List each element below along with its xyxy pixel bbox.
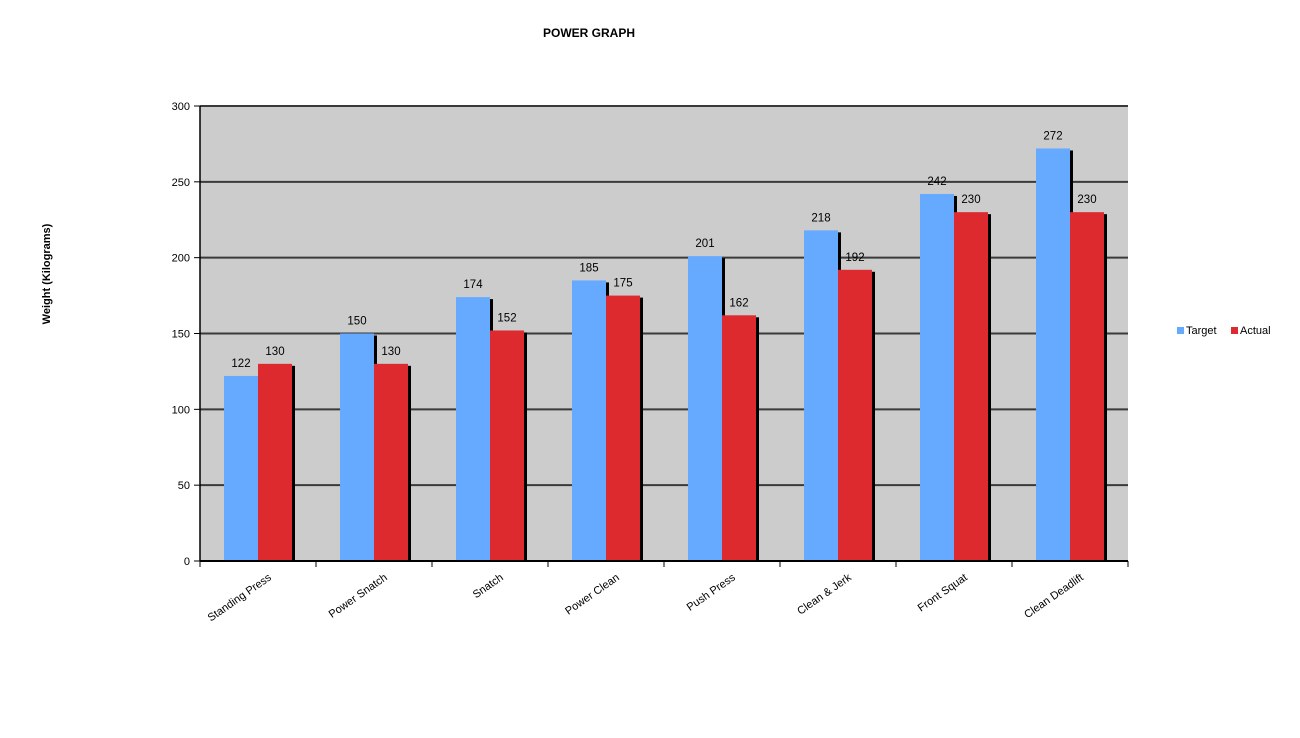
y-tick-label: 250	[172, 177, 190, 189]
x-category-label: Push Press	[685, 571, 738, 613]
bar-actual	[258, 363, 292, 561]
x-category-labels: Standing Press Power Snatch Snatch Power Cl…	[206, 571, 1086, 624]
x-category-label: Clean & Jerk	[795, 571, 854, 617]
legend-label-actual: Actual	[1240, 325, 1271, 337]
y-tick-label: 150	[172, 329, 190, 341]
bar-actual	[490, 330, 524, 561]
legend: Target Actual	[1177, 325, 1271, 337]
x-category-label: Standing Press	[206, 571, 274, 624]
bar-actual	[374, 363, 408, 561]
y-tick-label: 50	[178, 480, 190, 492]
bar-target	[224, 375, 258, 561]
data-label-target: 201	[695, 238, 714, 250]
data-label-target: 218	[811, 212, 830, 224]
x-category-label: Power Snatch	[327, 572, 390, 621]
data-label-actual: 130	[265, 346, 284, 358]
data-label-target: 272	[1043, 130, 1062, 142]
y-axis-title: Weight (Kilograms)	[41, 223, 53, 324]
legend-swatch-target	[1177, 327, 1184, 334]
data-label-actual: 175	[613, 278, 632, 290]
x-category-label: Power Clean	[563, 572, 621, 618]
data-label-actual: 230	[961, 194, 980, 206]
legend-swatch-actual	[1231, 327, 1238, 334]
data-label-actual: 152	[497, 312, 516, 324]
legend-label-target: Target	[1186, 325, 1217, 337]
bar-target	[1036, 148, 1070, 561]
x-category-label: Clean Deadlift	[1022, 572, 1085, 621]
bar-target	[340, 333, 374, 561]
bar-target	[920, 193, 954, 561]
y-tick-labels: 0 50 100 150 200 250 300	[172, 101, 200, 568]
data-label-actual: 192	[845, 252, 864, 264]
data-label-target: 150	[347, 316, 366, 328]
data-label-actual: 130	[381, 346, 400, 358]
x-category-label: Snatch	[471, 572, 506, 601]
bar-target	[804, 230, 838, 561]
x-category-label: Front Squat	[916, 572, 970, 615]
y-tick-label: 0	[184, 556, 190, 568]
bar-actual	[838, 269, 872, 561]
bars	[224, 148, 1107, 561]
data-label-target: 174	[463, 279, 483, 291]
bar-actual	[606, 295, 640, 561]
bar-target	[572, 280, 606, 561]
bar-actual	[1070, 212, 1104, 561]
data-label-actual: 162	[729, 297, 748, 309]
y-tick-label: 200	[172, 253, 190, 265]
y-tick-label: 100	[172, 404, 190, 416]
data-labels: 122 130 150 130 174 152 185 175 201 162 218 192 242 2…	[231, 130, 1096, 370]
data-label-target: 242	[927, 176, 946, 188]
y-tick-label: 300	[172, 101, 190, 113]
bar-target	[456, 297, 490, 561]
bar-actual	[954, 212, 988, 561]
data-label-target: 122	[231, 358, 250, 370]
chart-title: POWER GRAPH	[543, 26, 635, 40]
data-label-target: 185	[579, 262, 598, 274]
bar-actual	[722, 315, 756, 561]
data-label-actual: 230	[1077, 194, 1096, 206]
bar-target	[688, 256, 722, 561]
